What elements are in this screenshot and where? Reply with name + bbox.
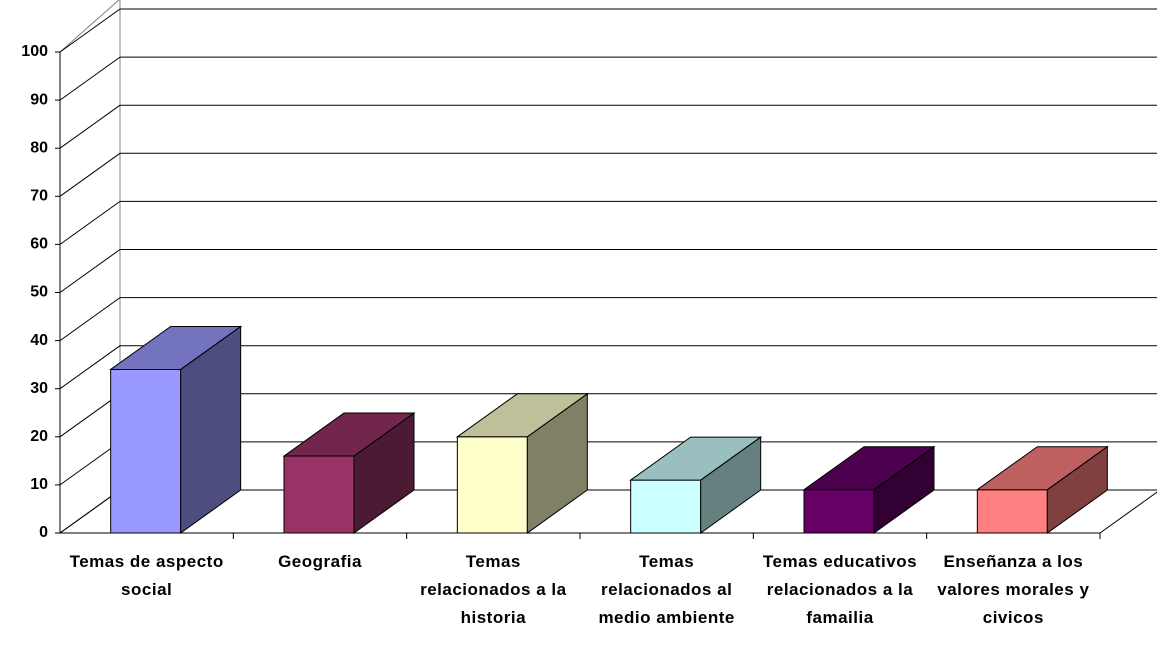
grid-line [59,393,121,438]
side-wall-edge [59,0,120,53]
y-tick-label: 70 [30,188,48,205]
y-tick-label: 10 [30,476,48,493]
bar-front [803,489,875,534]
grid-line [59,489,121,534]
bar-front [110,368,182,534]
y-tick-label: 30 [30,380,48,397]
grid-line [59,152,121,197]
x-tick-label: Temas educativos relacionados a la famai… [762,552,918,627]
x-tick-label: Enseñanza a los valores morales y civico… [937,552,1090,627]
y-tick-label: 0 [39,524,48,541]
bar-front [630,479,702,534]
grid-line [59,56,121,101]
bar-top [975,446,1109,491]
y-tick-label: 20 [30,428,48,445]
y-tick-label: 60 [30,236,48,253]
grid-line [59,8,121,53]
bar-front [456,436,528,534]
bar-front [976,489,1048,534]
bar-top [109,325,243,370]
y-tick-label: 50 [30,284,48,301]
x-tick-label: Temas relacionados al medio ambiente [598,552,735,627]
bar-top [802,446,936,491]
bar-top [282,412,416,457]
grid-line [59,200,121,245]
bar-top [455,393,589,438]
y-tick-label: 80 [30,139,48,156]
x-tick-label: Geografia [278,552,362,571]
x-tick-label: Temas relacionados a la historia [420,552,567,627]
y-tick-label: 40 [30,332,48,349]
y-tick-label: 90 [30,91,48,108]
bar-front [283,455,355,534]
x-tick-label: Temas de aspecto social [69,552,224,599]
y-tick-label: 100 [21,43,48,60]
bar-top [629,436,763,481]
grid-line [59,104,121,149]
grid-line [59,441,121,486]
grid-line [59,249,121,293]
grid-line [59,297,121,342]
grid-line [59,345,121,390]
